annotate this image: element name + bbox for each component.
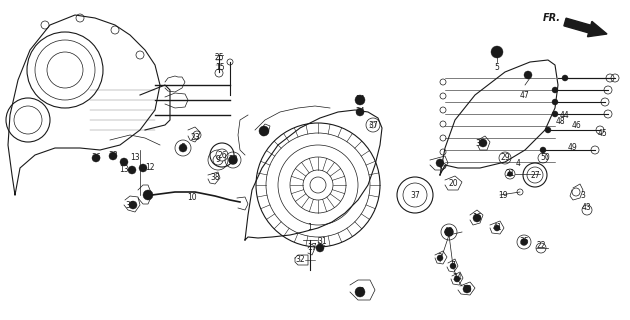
Circle shape xyxy=(356,108,364,116)
Text: 25: 25 xyxy=(214,53,224,62)
Text: 21: 21 xyxy=(505,170,515,179)
Text: 13: 13 xyxy=(130,154,140,163)
Text: 22: 22 xyxy=(536,241,546,250)
Text: 16: 16 xyxy=(472,213,482,222)
Text: 36: 36 xyxy=(91,154,101,163)
Text: 37: 37 xyxy=(410,190,420,199)
Text: 12: 12 xyxy=(146,164,155,172)
Circle shape xyxy=(129,201,137,209)
Circle shape xyxy=(120,158,128,166)
Circle shape xyxy=(463,285,471,293)
Circle shape xyxy=(562,75,568,81)
Circle shape xyxy=(143,190,153,200)
Circle shape xyxy=(479,139,487,147)
Text: 47: 47 xyxy=(520,91,530,100)
Text: 38: 38 xyxy=(210,173,220,182)
Circle shape xyxy=(139,164,147,172)
Circle shape xyxy=(473,214,481,222)
Text: 34: 34 xyxy=(452,274,462,283)
Circle shape xyxy=(545,127,551,133)
Circle shape xyxy=(216,149,228,161)
Circle shape xyxy=(259,126,269,136)
Text: 15: 15 xyxy=(215,63,225,73)
Text: 7: 7 xyxy=(450,260,455,269)
Circle shape xyxy=(450,263,456,269)
Text: 41: 41 xyxy=(492,223,502,233)
Text: 6: 6 xyxy=(260,126,265,135)
Circle shape xyxy=(540,147,546,153)
Text: 23: 23 xyxy=(190,133,200,142)
Circle shape xyxy=(524,71,532,79)
Text: 32: 32 xyxy=(295,255,305,265)
Text: 9: 9 xyxy=(215,156,220,164)
Text: 31: 31 xyxy=(317,237,327,246)
Text: 19: 19 xyxy=(498,190,508,199)
Text: 46: 46 xyxy=(572,122,582,131)
Text: 24: 24 xyxy=(355,108,365,116)
Text: 4: 4 xyxy=(515,158,520,167)
Circle shape xyxy=(179,144,187,152)
Circle shape xyxy=(128,166,136,174)
Text: 20: 20 xyxy=(448,179,458,188)
Text: 5: 5 xyxy=(495,63,500,73)
Circle shape xyxy=(92,154,100,162)
Circle shape xyxy=(508,172,512,176)
Text: 50: 50 xyxy=(540,154,550,163)
Text: 49: 49 xyxy=(568,143,578,153)
Text: 17: 17 xyxy=(307,244,317,252)
Circle shape xyxy=(445,228,453,236)
Circle shape xyxy=(491,46,503,58)
Circle shape xyxy=(355,287,365,297)
Text: 30: 30 xyxy=(475,139,485,148)
Text: 8: 8 xyxy=(181,143,185,153)
Text: 1: 1 xyxy=(307,223,312,233)
Text: 27: 27 xyxy=(530,171,540,180)
Text: 3: 3 xyxy=(581,190,585,199)
Circle shape xyxy=(552,99,558,105)
Text: 29: 29 xyxy=(500,154,510,163)
Circle shape xyxy=(552,87,558,93)
Text: FR.: FR. xyxy=(543,13,561,23)
Circle shape xyxy=(437,255,443,261)
Circle shape xyxy=(229,156,237,164)
Circle shape xyxy=(552,111,558,117)
Circle shape xyxy=(494,225,500,231)
Circle shape xyxy=(316,244,324,252)
Text: 26: 26 xyxy=(217,150,227,159)
Text: 42: 42 xyxy=(355,287,365,297)
Text: 13: 13 xyxy=(119,165,129,174)
Text: 39: 39 xyxy=(125,201,135,210)
Text: 45: 45 xyxy=(597,129,607,138)
Text: 43: 43 xyxy=(582,204,592,212)
Text: 48: 48 xyxy=(555,117,565,126)
Text: 44: 44 xyxy=(560,110,570,119)
Text: 10: 10 xyxy=(187,194,197,203)
Text: 33: 33 xyxy=(108,150,118,159)
Text: 35: 35 xyxy=(519,237,529,246)
FancyArrow shape xyxy=(564,18,607,37)
Text: 40: 40 xyxy=(444,228,454,236)
Text: 28: 28 xyxy=(228,156,238,164)
Text: 11: 11 xyxy=(143,191,152,201)
Text: 18: 18 xyxy=(462,284,472,293)
Circle shape xyxy=(109,152,117,160)
Text: 2: 2 xyxy=(438,253,442,262)
Circle shape xyxy=(521,239,527,245)
Text: 37: 37 xyxy=(368,121,378,130)
Circle shape xyxy=(355,95,365,105)
Circle shape xyxy=(436,159,444,167)
Circle shape xyxy=(454,276,460,282)
Text: 14: 14 xyxy=(355,95,365,105)
